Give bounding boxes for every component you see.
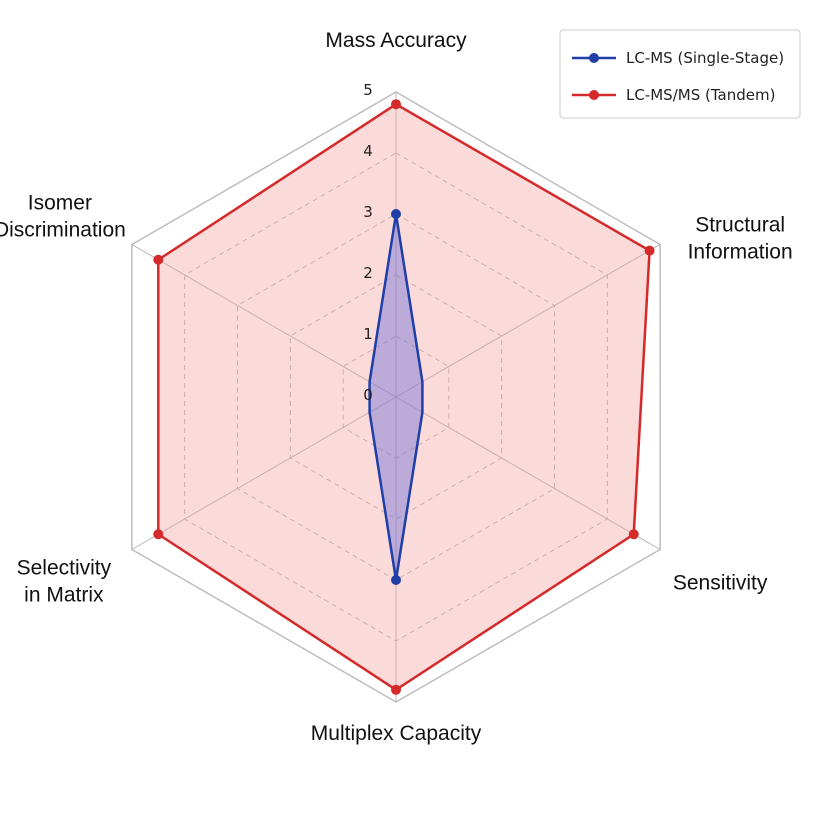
- legend-label-2: LC-MS/MS (Tandem): [626, 86, 775, 104]
- tick-label-0: 0: [363, 386, 373, 404]
- series-1-point-4: [391, 575, 401, 585]
- axis-label-2: Structural Information: [688, 214, 793, 264]
- radial-tick-labels: 0 1 2 3 4 5: [363, 81, 373, 404]
- legend-item-2: LC-MS/MS (Tandem): [572, 86, 775, 104]
- axis-spoke-6: [131, 244, 397, 398]
- axis-label-6: Isomer Discrimination: [0, 192, 126, 242]
- axis-label-4: Multiplex Capacity: [311, 722, 482, 745]
- tick-label-2: 2: [363, 264, 373, 282]
- series-2-point-3: [628, 529, 639, 540]
- series-2-point-5: [153, 529, 164, 540]
- legend-swatch-marker-1: [589, 53, 599, 63]
- series-2-point-4: [391, 684, 401, 695]
- tick-label-4: 4: [363, 142, 373, 160]
- legend-item-1: LC-MS (Single-Stage): [572, 49, 784, 67]
- legend-label-1: LC-MS (Single-Stage): [626, 49, 784, 67]
- series-1: [368, 209, 424, 585]
- series-2: [153, 99, 655, 695]
- series-2-point-1: [391, 99, 401, 110]
- legend-swatch-marker-2: [589, 90, 599, 100]
- tick-label-1: 1: [363, 325, 373, 343]
- series-2-point-6: [153, 254, 164, 265]
- legend-items: LC-MS (Single-Stage) LC-MS/MS (Tandem): [572, 49, 784, 104]
- axis-spoke-2: [395, 244, 661, 398]
- axis-label-5: Selectivity in Matrix: [17, 557, 112, 607]
- series-1-point-1: [391, 209, 401, 219]
- tick-label-5: 5: [363, 81, 373, 99]
- series-2-point-2: [644, 245, 655, 256]
- axis-spoke-3: [395, 396, 661, 550]
- tick-label-3: 3: [363, 203, 373, 221]
- axis-label-3: Sensitivity: [673, 572, 768, 595]
- axis-spoke-5: [131, 396, 397, 550]
- radar-series: [153, 99, 655, 695]
- axis-labels: Mass Accuracy Structural Information Sensit…: [0, 29, 793, 745]
- legend: LC-MS (Single-Stage) LC-MS/MS (Tandem): [559, 29, 801, 119]
- axis-label-1: Mass Accuracy: [325, 29, 467, 52]
- legend-box: [559, 29, 801, 119]
